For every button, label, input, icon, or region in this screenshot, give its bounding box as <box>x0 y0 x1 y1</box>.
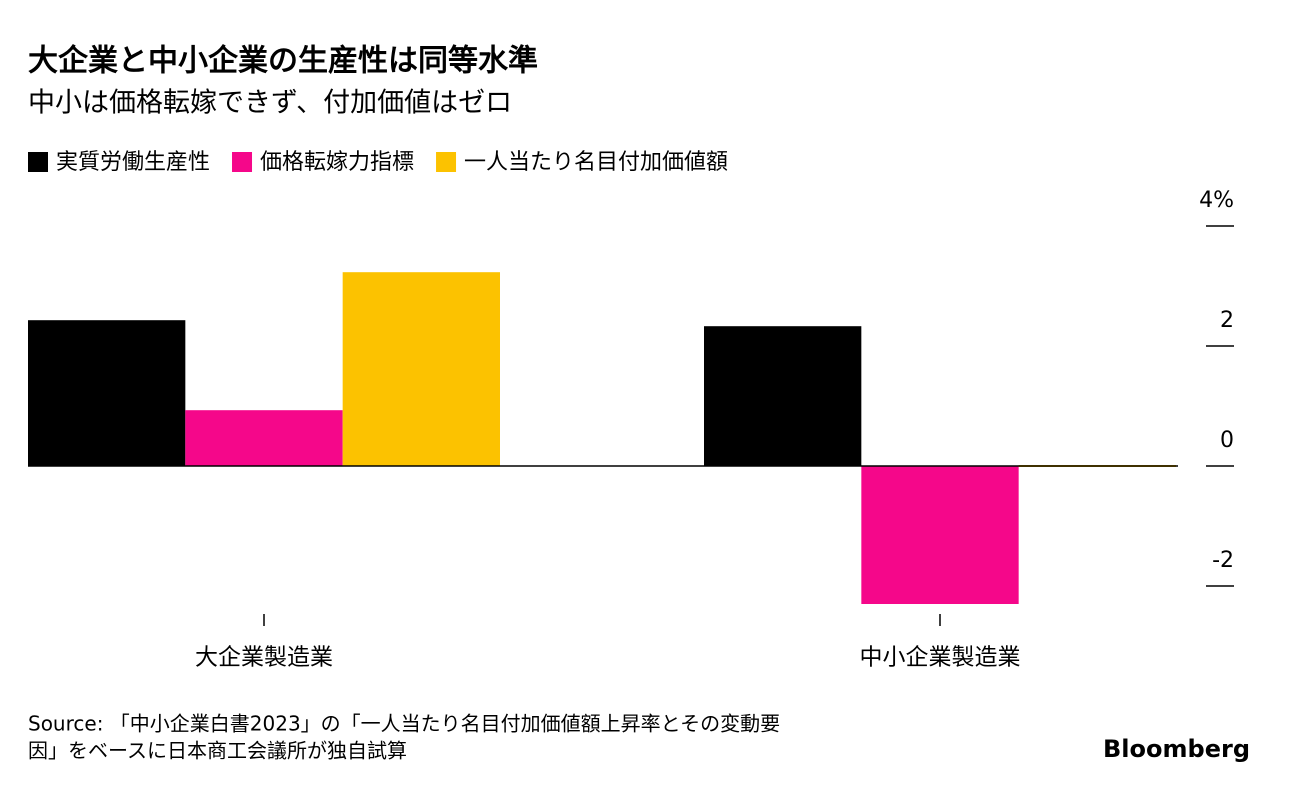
bar <box>861 466 1019 604</box>
source: 因」をベースに日本商工会議所が独自試算 <box>28 739 407 763</box>
legend-label: 一人当たり名目付加価値額 <box>464 150 728 175</box>
bar <box>185 410 343 466</box>
source: Source: 「中小企業白書2023」の「一人当たり名目付加価値額上昇率とその… <box>28 712 780 736</box>
brand: Bloomberg <box>1103 735 1250 763</box>
legend-label: 実質労働生産性 <box>56 150 210 175</box>
x-tick-label: 大企業製造業 <box>195 645 333 671</box>
chart-subtitle: 中小は価格転嫁できず、付加価値はゼロ <box>28 88 512 119</box>
y-tick-label: 2 <box>1220 308 1234 333</box>
y-tick-label: 4% <box>1199 188 1234 213</box>
bar <box>28 320 186 466</box>
legend-swatch <box>28 152 48 172</box>
legend-swatch <box>436 152 457 172</box>
y-tick-label: -2 <box>1212 548 1234 573</box>
bar <box>342 272 500 466</box>
bar <box>704 326 862 466</box>
x-tick-label: 中小企業製造業 <box>860 645 1021 671</box>
legend-label: 価格転嫁力指標 <box>260 150 414 175</box>
y-tick-label: 0 <box>1220 428 1234 453</box>
legend-swatch <box>232 152 253 172</box>
chart-title: 大企業と中小企業の生産性は同等水準 <box>28 44 538 79</box>
